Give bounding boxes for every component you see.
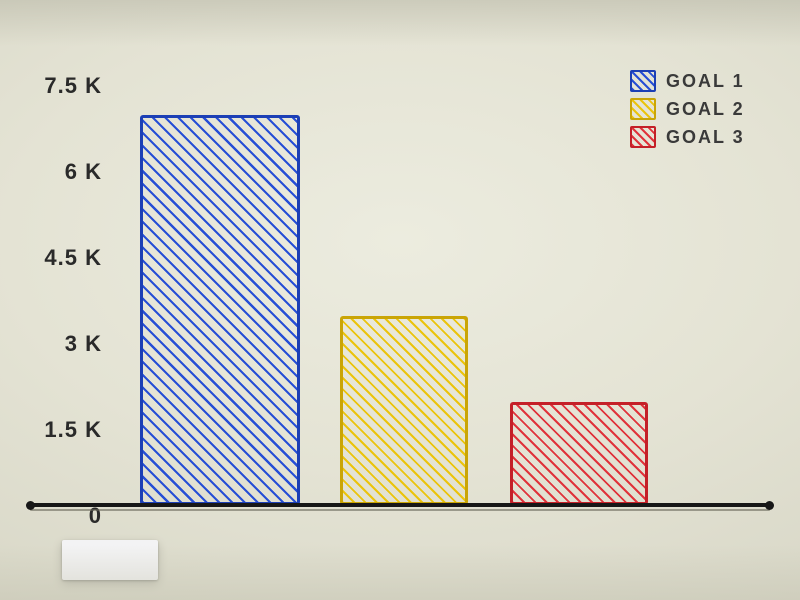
y-tick-label: 7.5 K — [44, 73, 102, 99]
y-tick-label: 3 K — [65, 331, 102, 357]
x-axis-dot-right — [765, 501, 774, 510]
legend-label: GOAL 2 — [666, 99, 745, 120]
y-tick-label: 4.5 K — [44, 245, 102, 271]
bar-goal-2 — [340, 316, 468, 505]
paper-background: 01.5 K3 K4.5 K6 K7.5 K GOAL 1GOAL 2GOAL … — [0, 0, 800, 600]
bar-chart: 01.5 K3 K4.5 K6 K7.5 K — [120, 75, 680, 505]
x-axis-dot-left — [26, 501, 35, 510]
bar-outline — [510, 402, 648, 505]
legend-swatch — [630, 98, 656, 120]
legend-label: GOAL 1 — [666, 71, 745, 92]
x-axis-line — [30, 503, 770, 507]
y-tick-label: 6 K — [65, 159, 102, 185]
legend-item: GOAL 3 — [630, 126, 745, 148]
legend: GOAL 1 GOAL 2 GOAL 3 — [630, 70, 745, 154]
x-axis-shadow — [30, 509, 770, 511]
legend-item: GOAL 1 — [630, 70, 745, 92]
bar-goal-3 — [510, 402, 648, 505]
bars-container — [120, 75, 680, 505]
bar-outline — [340, 316, 468, 505]
bar-goal-1 — [140, 115, 300, 505]
legend-label: GOAL 3 — [666, 127, 745, 148]
y-tick-label: 1.5 K — [44, 417, 102, 443]
sticker-decoration — [62, 540, 158, 580]
bar-outline — [140, 115, 300, 505]
legend-item: GOAL 2 — [630, 98, 745, 120]
legend-swatch — [630, 70, 656, 92]
legend-swatch — [630, 126, 656, 148]
